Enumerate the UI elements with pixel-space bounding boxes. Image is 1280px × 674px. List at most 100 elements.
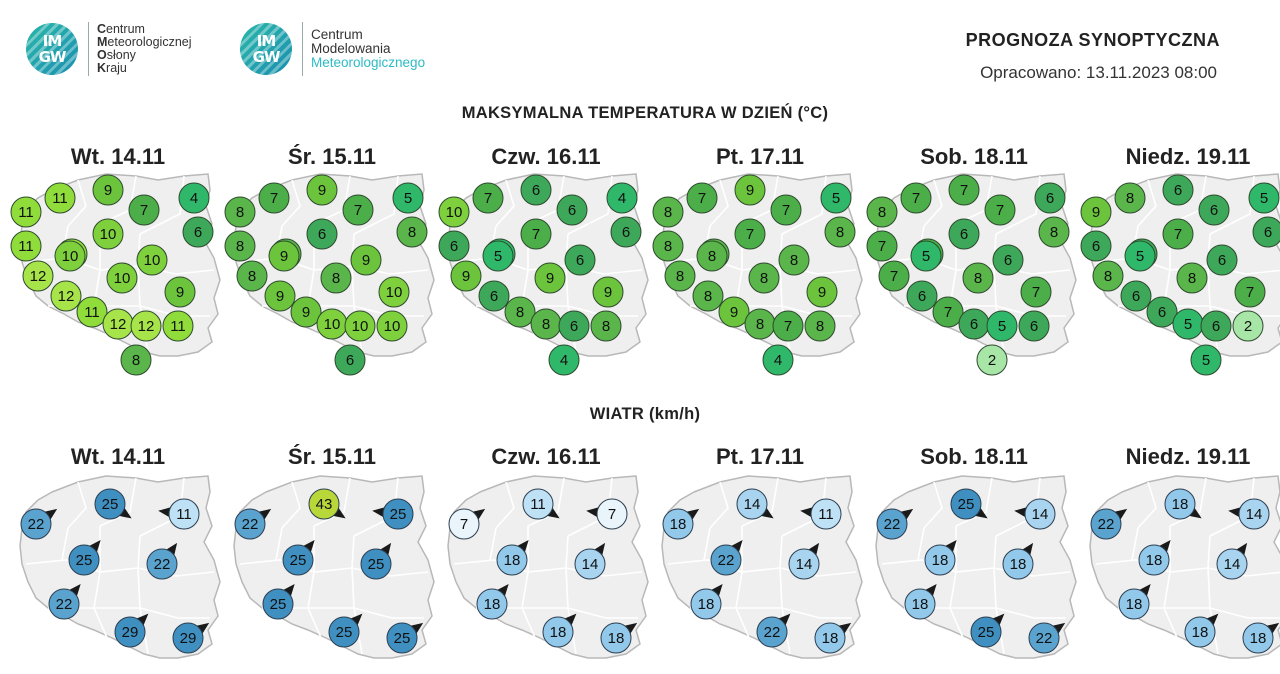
wind-circle [1028, 622, 1060, 654]
temperature-marker: 8 [504, 296, 536, 328]
voivodeship-border [239, 559, 429, 577]
wind-marker: 25 [372, 498, 414, 530]
temperature-value: 7 [354, 202, 362, 219]
temperature-marker: 7 [342, 194, 374, 226]
temperature-value: 8 [708, 248, 716, 265]
wind-marker: 22 [876, 508, 914, 540]
temperature-circle [344, 310, 376, 342]
temperature-value: 8 [816, 318, 824, 335]
voivodeship-border [281, 179, 301, 227]
wind-circle [114, 616, 146, 648]
temperature-value: 9 [1092, 204, 1100, 221]
temperature-value: 7 [270, 190, 278, 207]
wind-circle [810, 498, 842, 530]
temperature-marker: 8 [590, 310, 622, 342]
wind-speed-value: 14 [1032, 506, 1049, 523]
wind-marker: 22 [710, 540, 743, 576]
temperature-value: 6 [576, 252, 584, 269]
wind-marker: 14 [1228, 498, 1270, 530]
temperature-circle [376, 310, 408, 342]
temperature-value: 8 [664, 238, 672, 255]
temperature-marker: 8 [652, 196, 684, 228]
temperature-marker: 7 [878, 260, 910, 292]
temperature-circle [1018, 310, 1050, 342]
temperature-marker: 9 [718, 296, 750, 328]
temperature-marker: 8 [652, 230, 684, 262]
wind-marker: 18 [1118, 584, 1151, 620]
temperature-circle [696, 240, 728, 272]
temperature-circle [652, 230, 684, 262]
temperature-marker: 6 [306, 218, 338, 250]
temperature-marker: 5 [1190, 344, 1222, 376]
temperature-marker: 4 [178, 182, 210, 214]
temperature-value: 8 [236, 204, 244, 221]
voivodeship-border [1137, 481, 1157, 529]
wind-circle [68, 544, 100, 576]
temperature-value: 9 [318, 182, 326, 199]
voivodeship-border [67, 481, 87, 529]
wind-circle [690, 588, 722, 620]
temperature-circle [1034, 182, 1066, 214]
temperature-value: 8 [1188, 270, 1196, 287]
wind-marker: 18 [496, 540, 529, 576]
wind-speed-value: 18 [1010, 556, 1027, 573]
wind-marker: 7 [586, 498, 628, 530]
temperature-marker: 5 [482, 240, 514, 272]
temp-map-3: 79587887888888998784 [652, 173, 863, 376]
temperature-circle [1200, 310, 1232, 342]
voivodeship-border [275, 527, 283, 561]
wind-direction-arrow-icon [350, 613, 363, 626]
wind-direction-arrow-icon [497, 584, 509, 597]
wind-direction-arrow-icon [546, 507, 560, 519]
temperature-value: 6 [194, 224, 202, 241]
wind-circle [282, 544, 314, 576]
temperature-marker: 6 [992, 244, 1024, 276]
temperature-circle [182, 216, 214, 248]
wind-circle [1164, 488, 1196, 520]
wind-circle [1090, 508, 1122, 540]
temperature-marker: 5 [1172, 308, 1204, 340]
wind-marker: 18 [1184, 613, 1219, 648]
temperature-circle [224, 196, 256, 228]
temperature-value: 10 [446, 204, 463, 221]
temperature-marker: 11 [10, 196, 42, 228]
wind-marker: 7 [448, 508, 486, 540]
temperature-value: 6 [568, 202, 576, 219]
temperature-value: 6 [1030, 318, 1038, 335]
temperature-marker: 11 [76, 296, 108, 328]
temperature-marker: 8 [804, 310, 836, 342]
temperature-circle [76, 296, 108, 328]
temperature-value: 12 [58, 288, 75, 305]
temperature-value: 5 [1260, 190, 1268, 207]
temp-day-label: Sob. 18.11 [920, 144, 1028, 169]
temperature-circle [1120, 280, 1152, 312]
wind-direction-arrow-icon [731, 540, 743, 553]
wind-marker: 18 [1164, 488, 1202, 520]
temperature-value: 10 [144, 252, 161, 269]
voivodeship-border [779, 535, 783, 609]
wind-marker: 11 [158, 498, 200, 530]
temperature-value: 5 [922, 248, 930, 265]
temperature-marker: 6 [958, 308, 990, 340]
temperature-marker: 7 [472, 182, 504, 214]
temperature-marker: 6 [906, 280, 938, 312]
temperature-value: 6 [1210, 202, 1218, 219]
wind-speed-value: 29 [180, 630, 197, 647]
temperature-circle [378, 276, 410, 308]
wind-day-label: Wt. 14.11 [70, 444, 166, 469]
temperature-circle [236, 260, 268, 292]
temperature-marker: 8 [692, 280, 724, 312]
voivodeship-border [93, 607, 109, 641]
temperature-marker: 6 [1080, 230, 1112, 262]
temperature-circle [482, 240, 514, 272]
wind-speed-value: 14 [796, 556, 813, 573]
wind-day-label: Niedz. 19.11 [1125, 444, 1251, 469]
temperature-circle [1146, 296, 1178, 328]
temperature-value: 8 [756, 316, 764, 333]
temp-map-2: 764106657695966988684 [438, 173, 649, 376]
wind-circle [146, 548, 178, 580]
temperature-marker: 7 [1162, 218, 1194, 250]
temperature-marker: 8 [1038, 216, 1070, 248]
wind-direction-arrow-icon [1228, 507, 1241, 518]
wind-circle [496, 544, 528, 576]
